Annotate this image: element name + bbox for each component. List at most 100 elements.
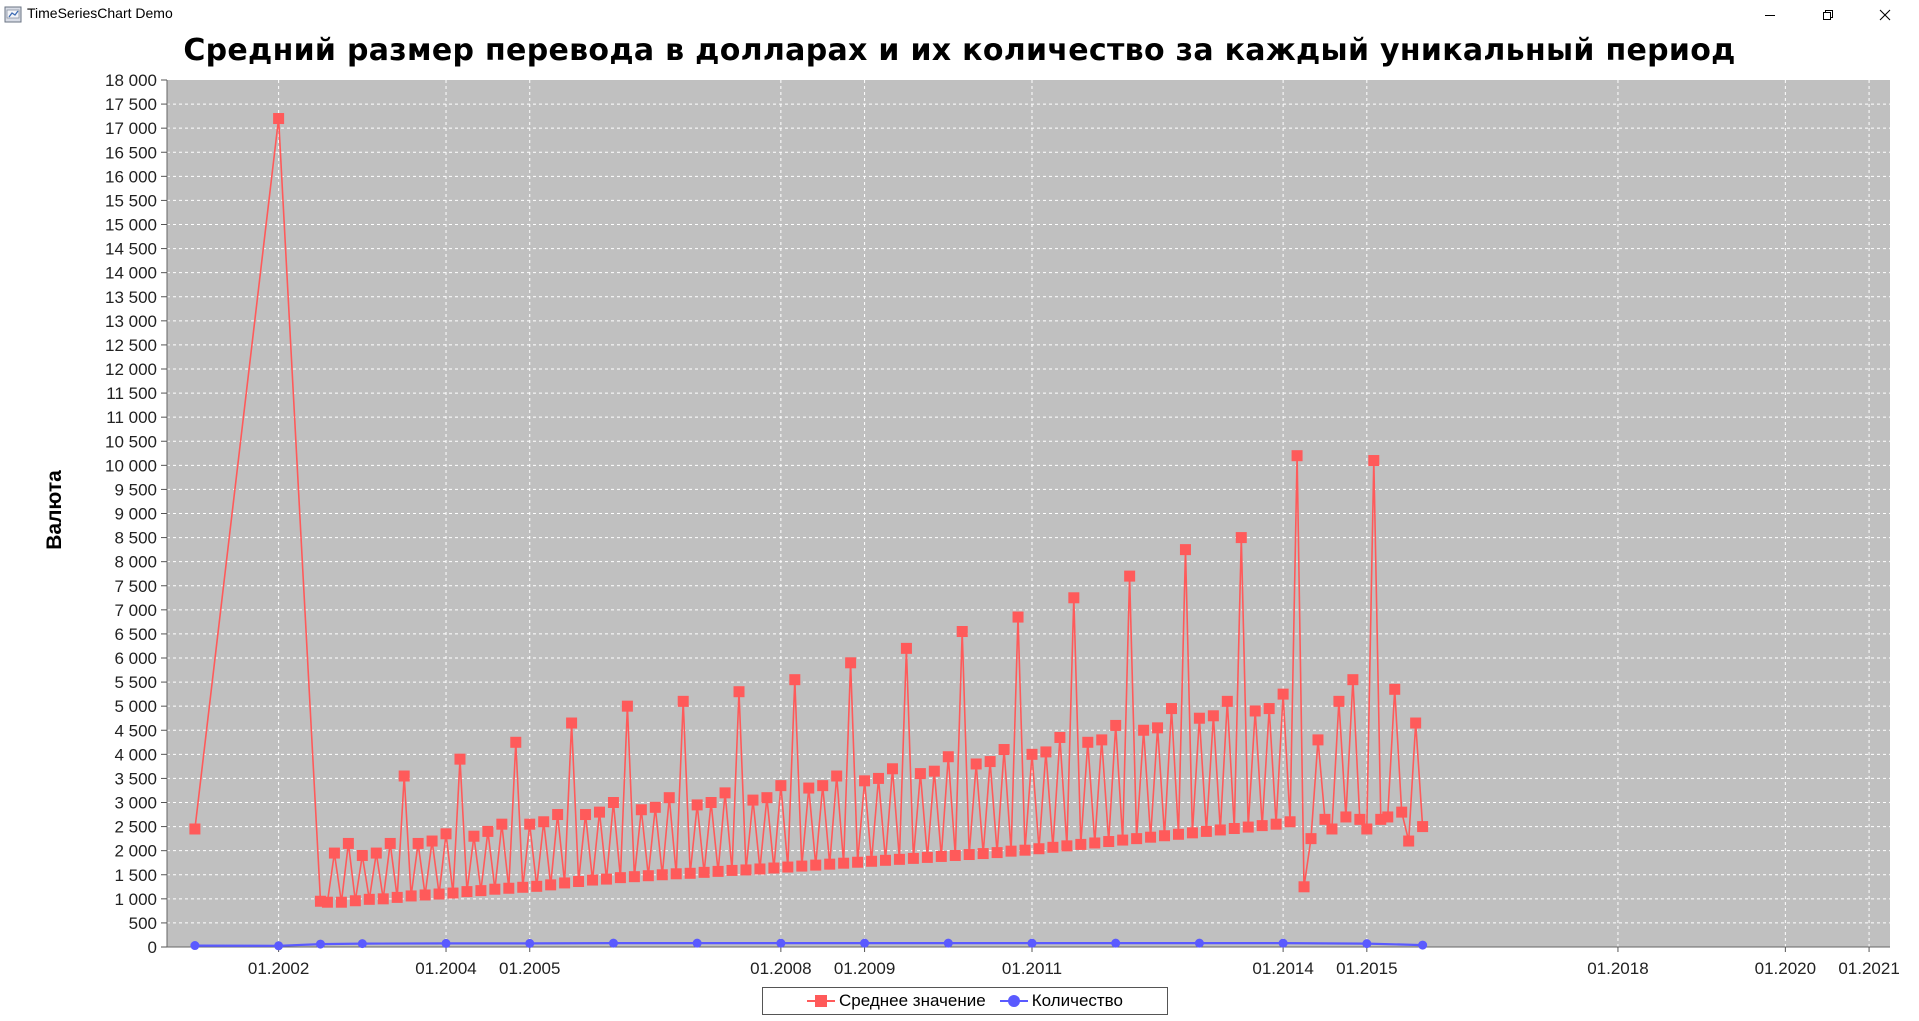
data-point (1012, 611, 1024, 623)
data-point (412, 837, 424, 849)
data-point (321, 896, 333, 908)
data-point (363, 893, 375, 905)
y-tick-label: 15 000 (105, 216, 157, 235)
data-point (580, 809, 592, 821)
y-tick-label: 9 000 (114, 505, 157, 524)
data-point (852, 856, 864, 868)
data-point (698, 866, 710, 878)
x-tick-label: 01.2008 (750, 959, 811, 978)
data-point (190, 941, 200, 951)
data-point (859, 775, 871, 787)
data-point (377, 893, 389, 905)
data-point (782, 861, 794, 873)
data-point (1298, 881, 1310, 893)
data-point (866, 855, 878, 867)
data-point (684, 867, 696, 879)
close-button[interactable] (1862, 0, 1908, 30)
data-point (517, 881, 529, 893)
data-point (956, 626, 968, 638)
data-point (1047, 841, 1059, 853)
data-point (1354, 813, 1366, 825)
y-tick-label: 12 000 (105, 360, 157, 379)
y-tick-label: 1 000 (114, 890, 157, 909)
x-tick-label: 01.2021 (1838, 959, 1899, 978)
data-point (1389, 683, 1401, 695)
data-point (614, 872, 626, 884)
data-point (552, 809, 564, 821)
data-point (274, 941, 284, 951)
data-point (357, 939, 367, 949)
data-point (1278, 938, 1288, 948)
data-point (984, 756, 996, 768)
y-tick-label: 7 500 (114, 577, 157, 596)
data-point (810, 859, 822, 871)
y-tick-label: 4 000 (114, 745, 157, 764)
data-point (1075, 838, 1087, 850)
data-point (524, 818, 536, 830)
y-tick-label: 13 500 (105, 288, 157, 307)
data-point (559, 877, 571, 889)
data-point (1284, 816, 1296, 828)
data-point (315, 939, 325, 949)
data-point (838, 857, 850, 869)
square-marker-icon (807, 995, 836, 1007)
data-point (776, 938, 786, 948)
data-point (1166, 703, 1178, 715)
data-point (1200, 825, 1212, 837)
data-point (1361, 823, 1373, 835)
data-point (1005, 845, 1017, 857)
data-point (1375, 813, 1387, 825)
data-point (1242, 821, 1254, 833)
data-point (1054, 731, 1066, 743)
data-point (440, 828, 452, 840)
data-point (419, 889, 431, 901)
y-tick-label: 12 500 (105, 336, 157, 355)
data-point (1418, 940, 1428, 950)
data-point (1291, 450, 1303, 462)
data-point (768, 862, 780, 874)
data-point (525, 938, 535, 948)
data-point (447, 887, 459, 899)
data-point (1270, 818, 1282, 830)
x-tick-label: 01.2020 (1755, 959, 1816, 978)
data-point (1152, 722, 1164, 734)
data-point (1256, 820, 1268, 832)
circle-marker-icon (999, 995, 1028, 1007)
data-point (879, 854, 891, 866)
maximize-button[interactable] (1805, 0, 1851, 30)
data-point (1249, 705, 1261, 717)
maximize-icon (1823, 10, 1833, 20)
data-point (441, 938, 451, 948)
data-point (1172, 828, 1184, 840)
data-point (461, 886, 473, 898)
data-point (433, 888, 445, 900)
data-point (893, 853, 905, 865)
data-point (733, 686, 745, 698)
legend-item-mean: Среднее значение (807, 991, 986, 1011)
data-point (886, 763, 898, 775)
data-point (1396, 806, 1408, 818)
data-point (949, 849, 961, 861)
y-tick-label: 8 000 (114, 553, 157, 572)
y-tick-label: 5 000 (114, 697, 157, 716)
data-point (1340, 811, 1352, 823)
x-tick-label: 01.2015 (1336, 959, 1397, 978)
data-point (928, 765, 940, 777)
chart: 0 500 1 000 1 500 2 000 2 500 3 000 3 500 4 000 4… (105, 71, 1900, 978)
data-point (1040, 746, 1052, 758)
y-tick-label: 16 000 (105, 167, 157, 186)
x-tick-label: 01.2002 (248, 959, 309, 978)
data-point (1417, 821, 1429, 833)
data-point (991, 847, 1003, 859)
data-point (593, 806, 605, 818)
data-point (607, 797, 619, 808)
data-point (503, 882, 515, 894)
minimize-button[interactable] (1747, 0, 1793, 30)
y-tick-label: 6 500 (114, 625, 157, 644)
data-point (587, 874, 599, 886)
y-tick-label: 17 500 (105, 95, 157, 114)
data-point (1033, 843, 1045, 855)
data-point (1131, 833, 1143, 845)
data-point (545, 879, 557, 891)
data-point (1263, 703, 1275, 715)
